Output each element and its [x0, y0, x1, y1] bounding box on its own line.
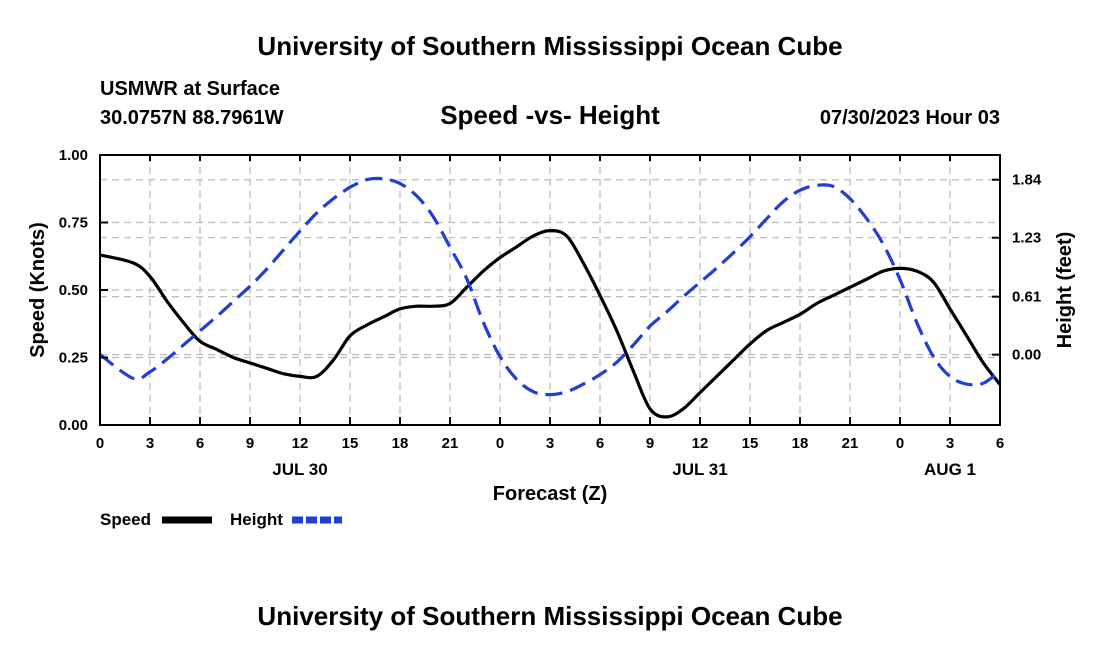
legend-speed-label: Speed — [100, 510, 151, 529]
x-tick-label: 0 — [896, 435, 904, 452]
x-tick-label: 18 — [792, 435, 809, 452]
date-label: 07/30/2023 Hour 03 — [820, 107, 1000, 129]
x-tick-label: 6 — [196, 435, 204, 452]
x-date-label: JUL 31 — [672, 460, 727, 479]
chart-subtitle: Speed -vs- Height — [440, 100, 660, 130]
x-tick-label: 21 — [842, 435, 859, 452]
x-date-label: JUL 30 — [272, 460, 327, 479]
series-layer — [99, 176, 1002, 419]
x-axis-label: Forecast (Z) — [493, 483, 607, 505]
legend: Speed Height — [100, 510, 342, 529]
x-tick-label: 21 — [442, 435, 459, 452]
footer-title: University of Southern Mississippi Ocean… — [257, 601, 842, 631]
right-axis-label: Height (feet) — [1054, 232, 1076, 349]
x-tick-label: 12 — [292, 435, 309, 452]
location-label: 30.0757N 88.7961W — [100, 107, 284, 129]
axes-layer: 0 3 6 9 12 15 18 21 0 3 6 9 12 15 18 21 0 3 6 JUL 30 JUL 31 A… — [59, 147, 1042, 479]
x-tick-label: 0 — [96, 435, 104, 452]
right-tick-label: 1.84 — [1012, 172, 1042, 189]
chart-title: University of Southern Mississippi Ocean… — [257, 31, 842, 61]
legend-height-label: Height — [230, 510, 283, 529]
x-tick-label: 15 — [742, 435, 759, 452]
x-tick-label: 3 — [146, 435, 154, 452]
x-tick-label: 6 — [596, 435, 604, 452]
x-tick-label: 0 — [496, 435, 504, 452]
left-axis-label: Speed (Knots) — [27, 222, 49, 358]
x-tick-label: 6 — [996, 435, 1004, 452]
x-tick-label: 9 — [646, 435, 654, 452]
left-tick-label: 0.75 — [59, 215, 88, 232]
station-label: USMWR at Surface — [100, 78, 280, 100]
right-tick-label: 0.00 — [1012, 347, 1041, 364]
speed-series-line — [99, 229, 1002, 419]
x-tick-label: 12 — [692, 435, 709, 452]
x-date-label: AUG 1 — [924, 460, 976, 479]
left-tick-label: 0.50 — [59, 282, 88, 299]
right-tick-label: 1.23 — [1012, 230, 1041, 247]
x-tick-label: 3 — [946, 435, 954, 452]
right-tick-label: 0.61 — [1012, 289, 1041, 306]
left-tick-label: 1.00 — [59, 147, 88, 164]
grid-lines — [100, 155, 1000, 425]
left-tick-label: 0.25 — [59, 350, 88, 367]
x-tick-label: 18 — [392, 435, 409, 452]
left-tick-label: 0.00 — [59, 417, 88, 434]
x-tick-label: 9 — [246, 435, 254, 452]
x-tick-label: 3 — [546, 435, 554, 452]
height-series-line — [99, 176, 1001, 397]
x-tick-label: 15 — [342, 435, 359, 452]
